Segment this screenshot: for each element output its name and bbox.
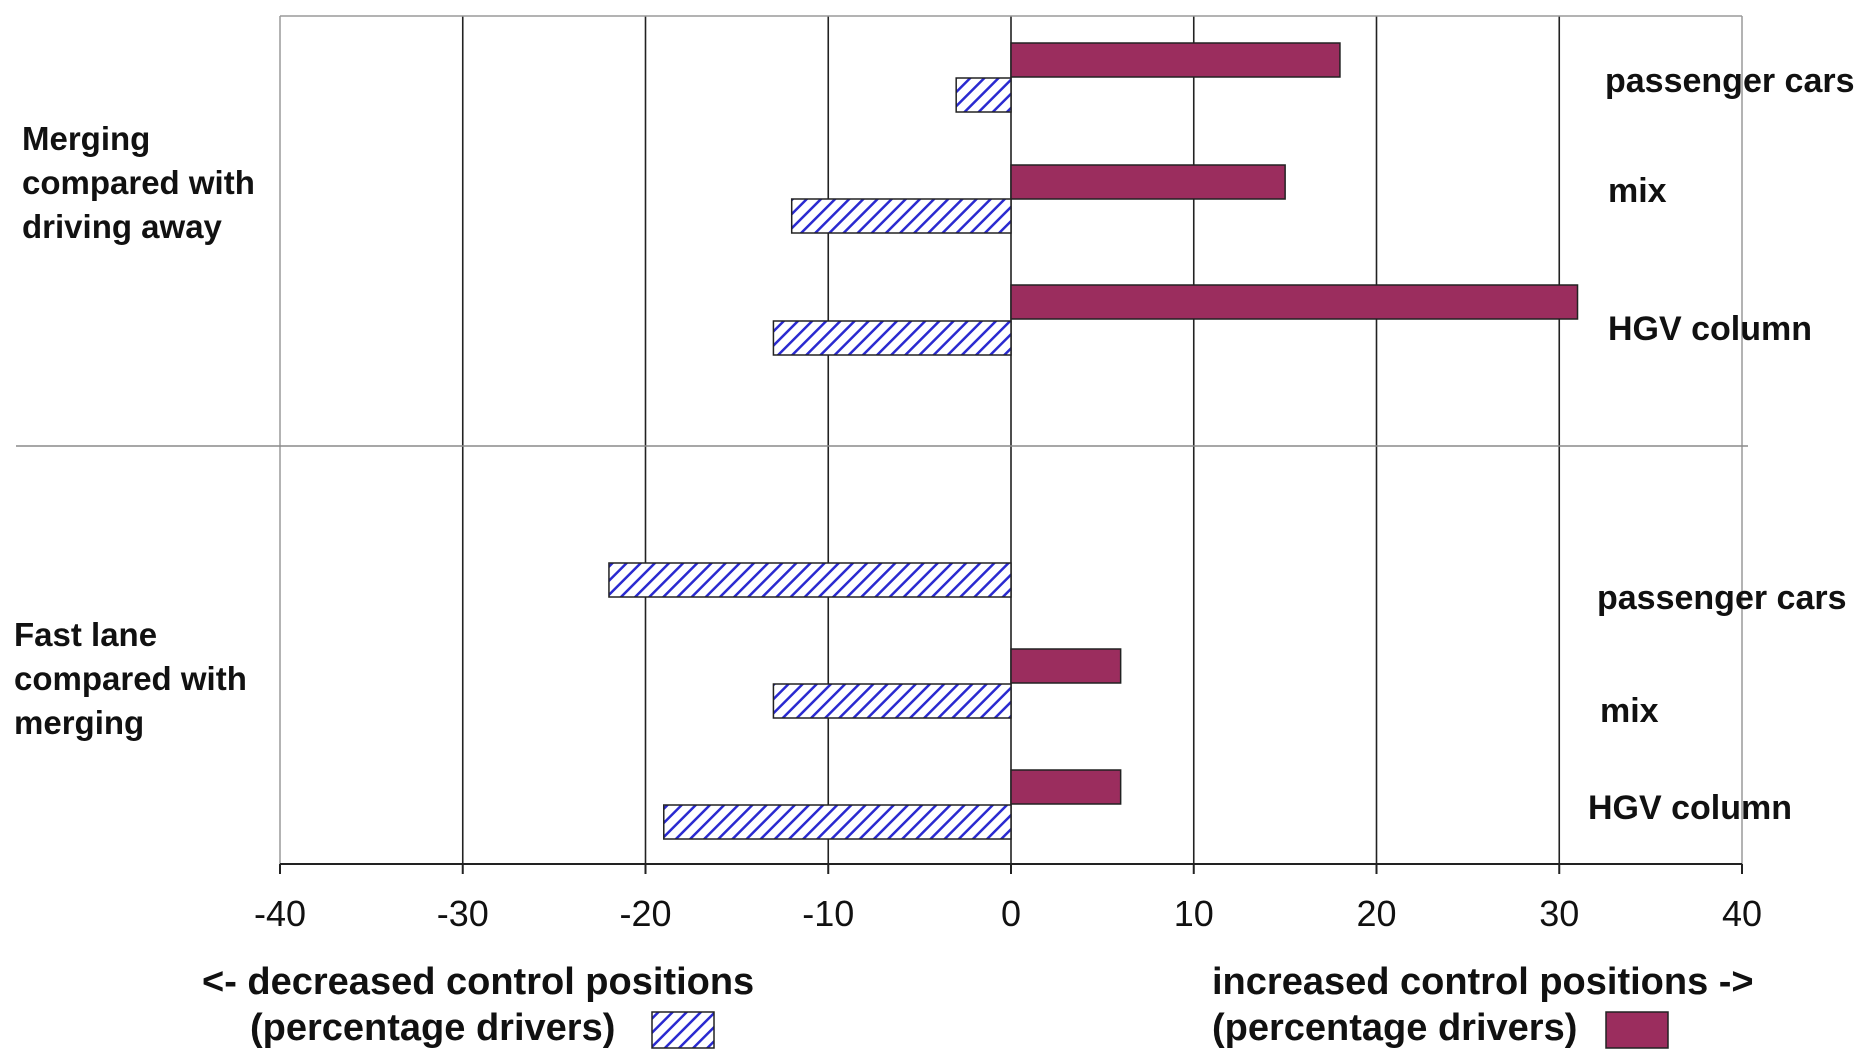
- category-label: passenger cars: [1597, 579, 1847, 617]
- category-label: HGV column: [1608, 310, 1812, 348]
- legend-increased-title: increased control positions ->: [1212, 961, 1754, 1003]
- group-label: driving away: [22, 208, 223, 245]
- legend-decreased-title: <- decreased control positions: [202, 961, 754, 1003]
- bar-decreased: [663, 804, 1012, 840]
- category-label: mix: [1608, 172, 1667, 210]
- category-label: mix: [1600, 692, 1659, 730]
- x-tick-label: -30: [437, 893, 489, 934]
- legend: <- decreased control positions(percentag…: [202, 961, 1754, 1049]
- bar-increased: [1010, 648, 1122, 684]
- bar-increased: [1010, 284, 1579, 320]
- bar-decreased: [955, 77, 1012, 113]
- axes: -40 -30 -20 -10 0 10 20 30 40: [16, 15, 1762, 934]
- legend-decreased-swatch: [651, 1011, 715, 1049]
- bar-decreased: [772, 320, 1012, 356]
- bar-increased: [1010, 769, 1122, 805]
- bars: [608, 42, 1579, 840]
- category-label: HGV column: [1588, 789, 1792, 827]
- bar-increased: [1010, 42, 1341, 78]
- group-label: Fast lane: [14, 616, 157, 653]
- legend-decreased-subtitle: (percentage drivers): [250, 1007, 615, 1049]
- gridlines: [461, 16, 1561, 864]
- labels: passenger cars mix HGV column Merging compar…: [14, 62, 1855, 827]
- legend-increased-subtitle: (percentage drivers): [1212, 1007, 1577, 1049]
- x-tick-label: 0: [1001, 893, 1021, 934]
- group-label: compared with: [22, 164, 255, 201]
- x-tick-label: -40: [254, 893, 306, 934]
- group-label: merging: [14, 704, 144, 741]
- bar-decreased: [790, 198, 1012, 234]
- category-label: passenger cars: [1605, 62, 1855, 100]
- x-tick-label: 20: [1356, 893, 1396, 934]
- bar-decreased: [608, 562, 1012, 598]
- x-tick-label: 10: [1174, 893, 1214, 934]
- x-tick-label: -20: [619, 893, 671, 934]
- group-label: Merging: [22, 120, 150, 157]
- x-tick-label: -10: [802, 893, 854, 934]
- legend-increased-swatch: [1605, 1011, 1669, 1049]
- x-tick-label: 30: [1539, 893, 1579, 934]
- bar-increased: [1010, 164, 1286, 200]
- bar-decreased: [772, 683, 1012, 719]
- x-tick-label: 40: [1722, 893, 1762, 934]
- group-label: compared with: [14, 660, 247, 697]
